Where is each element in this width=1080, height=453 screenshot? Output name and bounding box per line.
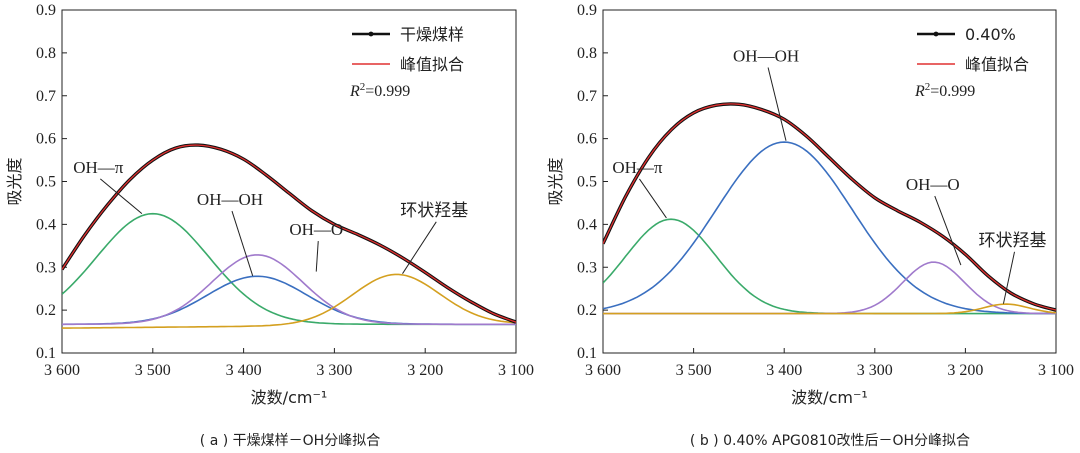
y-tick-label: 0.9 [577,2,597,19]
peak-annotation: OH—O [289,220,343,239]
peak-annotation: OH—π [73,158,124,177]
x-tick-label: 3 100 [1038,362,1074,379]
x-tick-label: 3 200 [947,362,983,379]
plot-area [62,143,516,329]
chart-panel-a: 0.1 0.2 0.3 0.4 0.5 0.6 0.7 0.8 0.9 3 600 3 500 3 4… [5,2,534,449]
y-axis-label: 吸光度 [546,157,565,205]
panel-caption: ( a ) 干燥煤样－OH分峰拟合 [200,433,380,449]
annotation-leader [99,178,143,215]
legend-label: 峰值拟合 [400,55,464,74]
y-tick-label: 0.1 [36,345,56,362]
y-tick-label: 0.4 [577,216,597,233]
component-curve-3 [62,254,516,326]
y-tick-label: 0.7 [577,88,597,105]
legend-label: 0.40% [965,25,1016,44]
y-tick-label: 0.2 [36,302,56,319]
y-tick-label: 0.5 [36,174,56,191]
legend-marker [368,31,374,37]
chart-panel-b: 0.1 0.2 0.3 0.4 0.5 0.6 0.7 0.8 0.9 3 600 3 500 3 4… [546,2,1074,449]
component-curve-4 [603,303,1056,315]
y-axis-label: 吸光度 [5,157,24,205]
measured-spectrum-line [603,102,1056,312]
x-tick-label: 3 500 [676,362,712,379]
annotation-leader [315,241,319,272]
legend-label: 干燥煤样 [400,25,464,44]
x-axis-label: 波数/cm⁻¹ [791,388,868,407]
legend-marker [933,31,939,37]
y-tick-label: 0.4 [36,216,56,233]
x-axis-label: 波数/cm⁻¹ [251,388,328,407]
y-tick-label: 0.8 [36,45,56,62]
plot-area [603,102,1056,315]
component-curve-4 [62,273,516,329]
y-tick-label: 0.6 [577,131,597,148]
peak-annotation: OH—OH [197,190,263,209]
legend-label: 峰值拟合 [965,55,1029,74]
y-tick-label: 0.3 [36,259,56,276]
annotation-leader [231,210,254,276]
peak-annotation: OH—O [906,175,960,194]
peak-annotation: 环状羟基 [400,201,468,220]
y-tick-label: 0.9 [36,2,56,19]
annotation-leader [639,178,667,219]
component-curve-2 [603,141,1056,315]
peak-fit-line [62,144,516,323]
x-tick-label: 3 400 [766,362,802,379]
x-tick-label: 3 100 [498,362,534,379]
peak-fit-line [603,103,1056,311]
x-tick-label: 3 400 [226,362,262,379]
y-tick-label: 0.6 [36,131,56,148]
peak-annotation: OH—π [612,158,663,177]
annotation-leader [402,221,437,274]
y-tick-label: 0.7 [36,88,56,105]
y-tick-label: 0.2 [577,302,597,319]
x-tick-label: 3 600 [44,362,80,379]
r-squared-label: R2=0.999 [349,81,410,100]
x-tick-label: 3 300 [857,362,893,379]
x-tick-label: 3 500 [135,362,171,379]
annotation-leader [1002,251,1016,304]
annotation-leader [767,67,787,141]
y-tick-label: 0.8 [577,45,597,62]
y-tick-label: 0.3 [577,259,597,276]
annotation-leader [934,195,962,266]
peak-annotation: OH—OH [733,46,799,65]
x-tick-label: 3 200 [407,362,443,379]
r-squared-label: R2=0.999 [914,81,975,100]
panel-caption: ( b ) 0.40% APG0810改性后－OH分峰拟合 [690,433,970,449]
y-tick-label: 0.5 [577,174,597,191]
x-tick-label: 3 300 [316,362,352,379]
peak-annotation: 环状羟基 [979,231,1047,250]
y-tick-label: 0.1 [577,345,597,362]
x-tick-label: 3 600 [585,362,621,379]
